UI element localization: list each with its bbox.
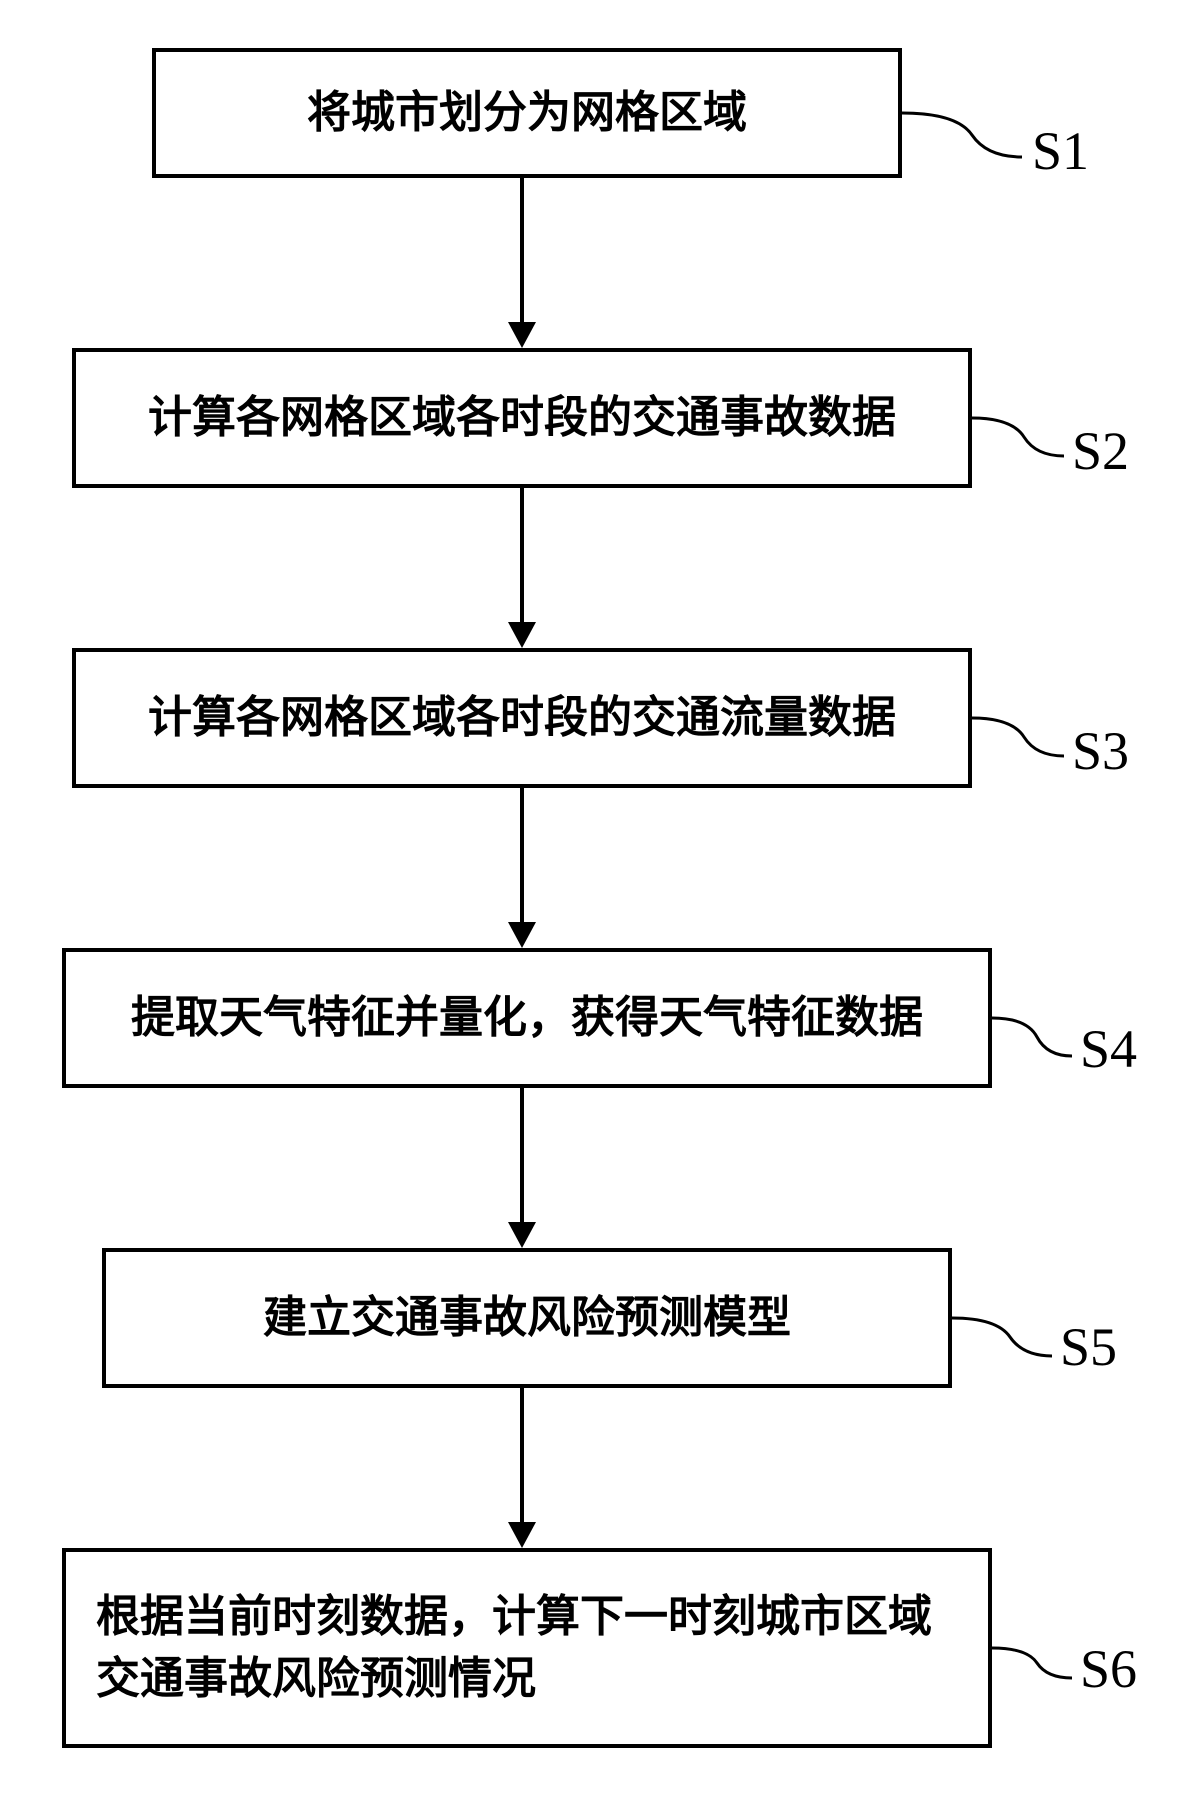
step-text-s2: 计算各网格区域各时段的交通事故数据 <box>148 387 896 449</box>
step-text-s3: 计算各网格区域各时段的交通流量数据 <box>148 687 896 749</box>
step-label-s6: S6 <box>1080 1638 1137 1700</box>
step-box-s4: 提取天气特征并量化，获得天气特征数据 <box>62 948 992 1088</box>
step-box-s2: 计算各网格区域各时段的交通事故数据 <box>72 348 972 488</box>
arrow-s4-s5 <box>520 1088 524 1224</box>
arrow-head-s1-s2 <box>508 322 536 348</box>
arrow-head-s3-s4 <box>508 922 536 948</box>
label-connector-s5 <box>952 1305 1052 1375</box>
step-label-s3: S3 <box>1072 720 1129 782</box>
arrow-head-s5-s6 <box>508 1522 536 1548</box>
label-connector-s6 <box>992 1628 1072 1698</box>
step-label-s1: S1 <box>1032 120 1089 182</box>
label-connector-s2 <box>972 405 1064 475</box>
step-label-s2: S2 <box>1072 420 1129 482</box>
step-box-s3: 计算各网格区域各时段的交通流量数据 <box>72 648 972 788</box>
label-connector-s4 <box>992 1005 1072 1075</box>
step-box-s5: 建立交通事故风险预测模型 <box>102 1248 952 1388</box>
step-box-s1: 将城市划分为网格区域 <box>152 48 902 178</box>
arrow-head-s4-s5 <box>508 1222 536 1248</box>
label-connector-s1 <box>902 100 1022 180</box>
flowchart-container: 将城市划分为网格区域 S1 计算各网格区域各时段的交通事故数据 S2 计算各网格… <box>0 0 1203 1809</box>
step-box-s6: 根据当前时刻数据，计算下一时刻城市区域交通事故风险预测情况 <box>62 1548 992 1748</box>
arrow-head-s2-s3 <box>508 622 536 648</box>
step-label-s5: S5 <box>1060 1316 1117 1378</box>
label-connector-s3 <box>972 705 1064 775</box>
step-text-s1: 将城市划分为网格区域 <box>307 82 747 144</box>
step-label-s4: S4 <box>1080 1018 1137 1080</box>
arrow-s5-s6 <box>520 1388 524 1524</box>
arrow-s2-s3 <box>520 488 524 624</box>
step-text-s6: 根据当前时刻数据，计算下一时刻城市区域交通事故风险预测情况 <box>96 1586 958 1709</box>
arrow-s1-s2 <box>520 178 524 324</box>
arrow-s3-s4 <box>520 788 524 924</box>
step-text-s5: 建立交通事故风险预测模型 <box>263 1287 791 1349</box>
step-text-s4: 提取天气特征并量化，获得天气特征数据 <box>131 987 923 1049</box>
